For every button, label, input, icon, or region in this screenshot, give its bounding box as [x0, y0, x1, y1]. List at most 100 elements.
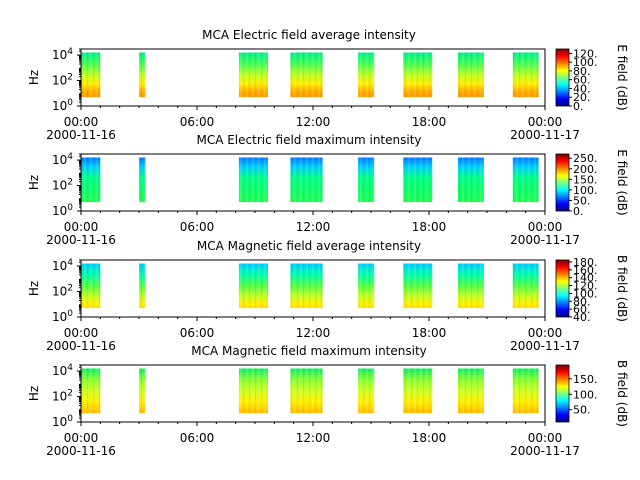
colorbar-tick-label: 0. — [573, 100, 584, 113]
colorbar-tick-label: 80. — [573, 65, 591, 78]
colorbar — [555, 153, 570, 212]
colorbar-tick-label: 0. — [573, 205, 584, 218]
y-tick-base: 10 — [52, 310, 67, 324]
colorbar-tick-label: 40. — [573, 311, 591, 324]
panel-3: MCA Magnetic field average intensity1001… — [27, 239, 629, 353]
x-tick-label: 00:00 — [64, 326, 99, 340]
x-tick-label: 18:00 — [412, 431, 447, 445]
colorbar-tick-label: 40. — [573, 82, 591, 95]
y-tick-base: 10 — [52, 390, 67, 404]
y-tick-base: 10 — [52, 415, 67, 429]
colorbar-tick-label: 60. — [573, 303, 591, 316]
colorbar-tick-label: 100. — [573, 287, 598, 300]
x-tick-label: 12:00 — [296, 220, 331, 234]
spectrogram-segment-texture — [139, 368, 146, 414]
y-tick-label: 100 — [52, 203, 73, 218]
colorbar-tick-label: 250. — [573, 152, 598, 165]
y-tick-exponent: 0 — [67, 309, 73, 319]
x-tick-label: 00:00 — [528, 431, 563, 445]
panel-4: MCA Magnetic field maximum intensity1001… — [27, 344, 629, 458]
spectrogram-segment-texture — [238, 157, 268, 203]
spectrogram-segment-texture — [458, 157, 484, 203]
y-tick-base: 10 — [52, 259, 67, 273]
x-tick-label: 18:00 — [412, 115, 447, 129]
spectrogram-segment-texture — [358, 157, 375, 203]
x-tick-date-label: 2000-11-17 — [510, 444, 580, 458]
y-tick-exponent: 2 — [67, 389, 73, 399]
colorbar-tick-label: 100. — [573, 388, 598, 401]
y-tick-label: 100 — [52, 309, 73, 324]
x-tick-label: 12:00 — [296, 431, 331, 445]
colorbar-label: B field (dB) — [615, 255, 629, 322]
spectrogram-segment-texture — [81, 368, 101, 414]
colorbar-label: E field (dB) — [615, 44, 629, 110]
y-tick-base: 10 — [52, 48, 67, 62]
spectrogram-segment-texture — [139, 157, 146, 203]
y-tick-label: 102 — [52, 178, 73, 193]
colorbar-tick-label: 50. — [573, 404, 591, 417]
panel-1: MCA Electric field average intensity1001… — [27, 28, 629, 142]
spectrogram-segment-texture — [512, 263, 539, 309]
colorbar-tick-label: 150. — [573, 173, 598, 186]
colorbar-tick-label: 140. — [573, 272, 598, 285]
colorbar-tick-label: 120. — [573, 47, 598, 60]
y-axis-label: Hz — [27, 281, 41, 296]
colorbar-tick-label: 80. — [573, 295, 591, 308]
y-tick-label: 104 — [52, 363, 73, 378]
colorbar-tick-label: 20. — [573, 91, 591, 104]
panel-title: MCA Electric field average intensity — [202, 28, 416, 42]
x-tick-label: 18:00 — [412, 326, 447, 340]
spectrogram-segment-texture — [290, 263, 323, 309]
y-tick-exponent: 2 — [67, 178, 73, 188]
spectrogram-segment-texture — [458, 368, 484, 414]
spectrogram-segment-texture — [238, 263, 268, 309]
y-tick-base: 10 — [52, 285, 67, 299]
spectrogram-segment-texture — [458, 52, 484, 98]
y-tick-exponent: 2 — [67, 284, 73, 294]
x-tick-date-label: 2000-11-16 — [46, 444, 116, 458]
y-tick-exponent: 4 — [67, 363, 73, 373]
colorbar-tick-label: 200. — [573, 163, 598, 176]
spectrogram-segment-texture — [512, 368, 539, 414]
y-tick-label: 104 — [52, 152, 73, 167]
x-tick-label: 00:00 — [64, 115, 99, 129]
panel-title: MCA Magnetic field average intensity — [197, 239, 421, 253]
spectrogram-segment-texture — [290, 368, 323, 414]
x-tick-date-label: 2000-11-16 — [46, 339, 116, 353]
panel-title: MCA Electric field maximum intensity — [196, 133, 421, 147]
spectrogram-segment-texture — [81, 263, 101, 309]
colorbar-tick-label: 120. — [573, 280, 598, 293]
spectrogram-segment-texture — [512, 52, 539, 98]
x-tick-label: 00:00 — [528, 115, 563, 129]
x-tick-label: 00:00 — [528, 326, 563, 340]
spectrogram-segment-texture — [458, 263, 484, 309]
spectrogram-segment-texture — [290, 157, 323, 203]
colorbar — [555, 364, 570, 423]
y-tick-label: 102 — [52, 389, 73, 404]
spectrogram-segment-texture — [81, 52, 101, 98]
spectrogram-segment-texture — [358, 263, 375, 309]
colorbar-tick-label: 100. — [573, 56, 598, 69]
y-tick-base: 10 — [52, 99, 67, 113]
colorbar-tick-label: 150. — [573, 373, 598, 386]
spectrogram-segment-texture — [512, 157, 539, 203]
x-tick-label: 00:00 — [64, 220, 99, 234]
x-tick-date-label: 2000-11-16 — [46, 128, 116, 142]
spectrogram-segment-texture — [81, 157, 101, 203]
colorbar-label: E field (dB) — [615, 149, 629, 215]
x-tick-label: 06:00 — [180, 326, 215, 340]
x-tick-label: 06:00 — [180, 115, 215, 129]
colorbar — [555, 48, 570, 107]
colorbar-tick-label: 160. — [573, 264, 598, 277]
colorbar-tick-label: 180. — [573, 256, 598, 269]
x-tick-label: 12:00 — [296, 326, 331, 340]
y-tick-base: 10 — [52, 364, 67, 378]
x-tick-date-label: 2000-11-17 — [510, 233, 580, 247]
y-tick-base: 10 — [52, 204, 67, 218]
spectrogram-segment-texture — [139, 52, 146, 98]
y-tick-label: 104 — [52, 258, 73, 273]
x-tick-label: 12:00 — [296, 115, 331, 129]
y-tick-exponent: 4 — [67, 152, 73, 162]
y-tick-label: 100 — [52, 98, 73, 113]
colorbar — [555, 259, 570, 318]
